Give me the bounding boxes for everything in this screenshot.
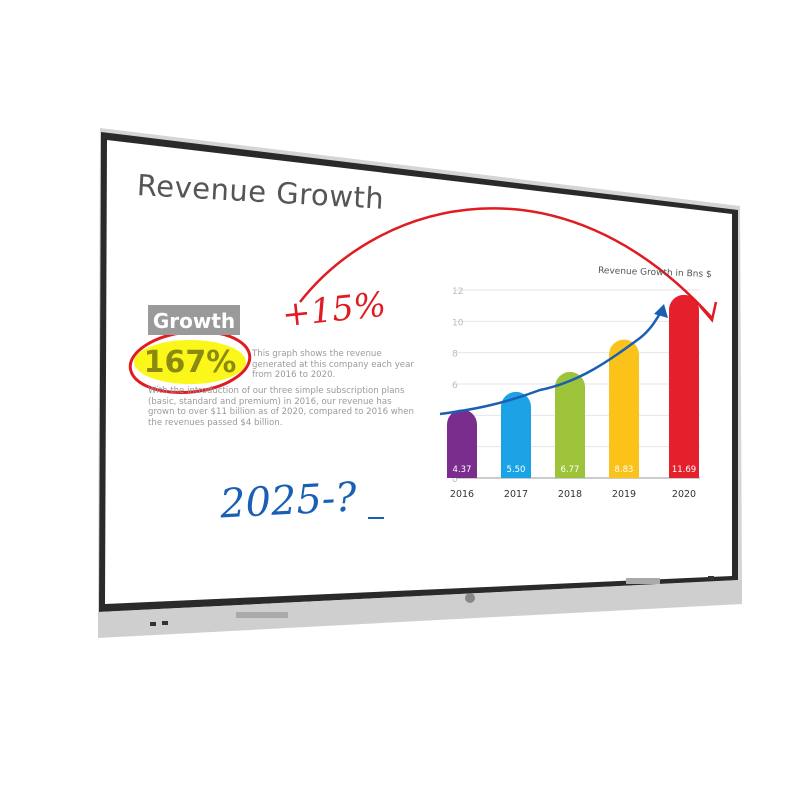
bar-value-label: 6.77	[561, 465, 580, 475]
bar-2020	[669, 294, 699, 478]
bar-value-label: 5.50	[507, 465, 526, 475]
text-line: (basic, standard and premium) in 2016, o…	[148, 396, 392, 407]
y-tick-label: 12	[452, 287, 463, 297]
x-tick-label: 2016	[450, 489, 474, 500]
screen	[105, 140, 732, 604]
x-tick-label: 2020	[672, 489, 696, 500]
text-line: from 2016 to 2020.	[252, 370, 336, 380]
bar-2016	[447, 409, 477, 478]
red-arrowhead	[699, 301, 718, 323]
bar-2018	[555, 371, 585, 478]
usb-port	[708, 576, 714, 580]
x-tick-label: 2018	[558, 489, 582, 500]
bar-value-label: 11.69	[672, 465, 696, 475]
growth-label: Growth	[148, 305, 240, 335]
text-line: grown to over $11 billion as of 2020, co…	[148, 407, 414, 417]
y-tick-label: 0	[452, 475, 458, 485]
text-line: This graph shows the revenue	[252, 349, 382, 359]
text-line: generated at this company each year	[252, 359, 414, 370]
bar-2017	[501, 391, 531, 478]
bar-value-label: 8.83	[615, 465, 634, 475]
bottom-bar	[98, 580, 742, 638]
blue-arrowhead	[654, 304, 668, 318]
red-arc-arrow	[299, 207, 713, 319]
description-paragraph-2: With the introduction of our three simpl…	[148, 386, 414, 428]
revenue-bar-chart: 0246810124.3720165.5020176.7720188.83201…	[447, 287, 700, 500]
usb-port	[150, 622, 156, 626]
blue-trend-line	[439, 309, 664, 416]
text-line: With the introduction of our three simpl…	[148, 386, 405, 396]
description-paragraph-1: This graph shows the revenue generated a…	[252, 349, 414, 381]
x-tick-label: 2017	[504, 489, 528, 500]
y-tick-label: 10	[452, 318, 464, 328]
bar-2019	[609, 339, 639, 478]
usb-port	[162, 621, 168, 625]
speaker-grille-right	[626, 578, 660, 584]
handwritten-2025-question: 2025-?	[218, 474, 358, 528]
bar-value-label: 4.37	[453, 465, 472, 475]
text-line: the revenues passed $4 billion.	[148, 417, 283, 428]
power-button[interactable]	[465, 593, 475, 603]
y-tick-label: 6	[452, 381, 458, 391]
x-tick-label: 2019	[612, 489, 636, 500]
speaker-grille-left	[236, 612, 288, 618]
growth-percentage: 167%	[134, 340, 246, 384]
y-tick-label: 8	[452, 350, 458, 360]
